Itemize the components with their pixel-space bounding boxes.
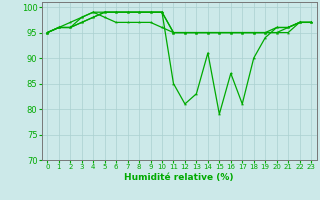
- X-axis label: Humidité relative (%): Humidité relative (%): [124, 173, 234, 182]
